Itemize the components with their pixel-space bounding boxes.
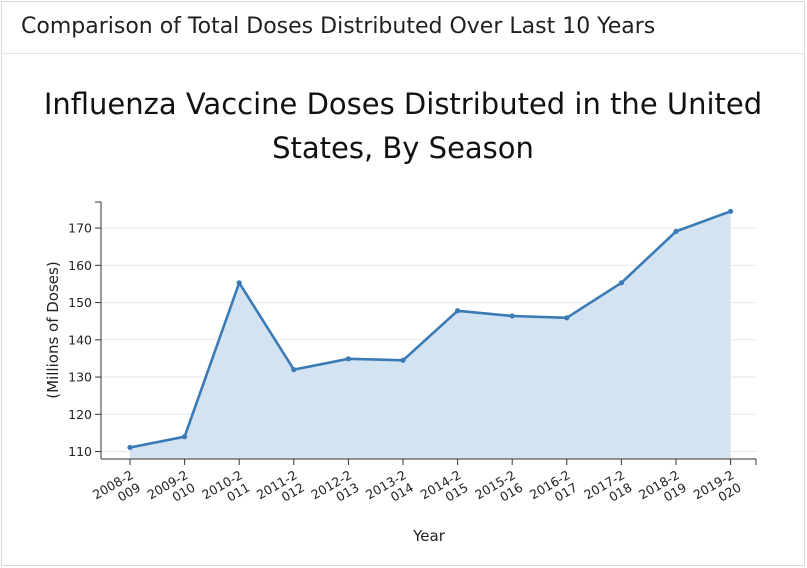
y-tick-label: 170: [68, 221, 92, 236]
data-point: [400, 357, 406, 363]
chart-title-line: Influenza Vaccine Doses Distributed in t…: [44, 87, 762, 121]
data-point: [291, 367, 297, 373]
x-tick-label: 2008-2009: [90, 467, 143, 515]
x-tick-label: 2011-2012: [254, 467, 307, 515]
chart-title-line: States, By Season: [272, 131, 534, 165]
data-point: [509, 313, 515, 319]
data-point: [236, 280, 242, 286]
series-line: [129, 210, 732, 449]
x-tick-label: 2009-2010: [145, 467, 198, 515]
data-point: [345, 356, 351, 362]
data-point: [673, 228, 679, 235]
x-tick-label: 2010-2011: [199, 467, 252, 515]
y-tick-label: 120: [68, 407, 92, 422]
y-axis-title: (Millions of Doses): [44, 261, 62, 398]
y-tick-label: 160: [68, 258, 92, 273]
x-tick-label: 2013-2014: [363, 467, 416, 515]
x-tick-label: 2016-2017: [527, 467, 580, 515]
series-area: [130, 211, 731, 459]
data-point: [618, 280, 625, 286]
x-tick-label: 2015-2016: [472, 467, 525, 515]
y-tick-label: 150: [68, 295, 92, 310]
data-point: [127, 444, 133, 451]
y-tick-label: 140: [68, 332, 92, 347]
data-point: [182, 434, 188, 440]
data-point: [564, 315, 570, 321]
y-tick-label: 130: [68, 370, 92, 385]
data-point: [455, 308, 461, 314]
x-tick-label: 2019-2020: [691, 467, 744, 515]
x-tick-label: 2014-2015: [418, 467, 471, 515]
x-tick-label: 2012-2013: [308, 467, 361, 515]
y-tick-label: 110: [68, 444, 92, 459]
panel-heading: Comparison of Total Doses Distributed Ov…: [2, 2, 804, 54]
data-point: [728, 208, 734, 214]
x-tick-label: 2017-2018: [581, 467, 634, 515]
x-tick-label: 2018-2019: [636, 467, 689, 515]
x-axis-title: Year: [412, 527, 446, 545]
